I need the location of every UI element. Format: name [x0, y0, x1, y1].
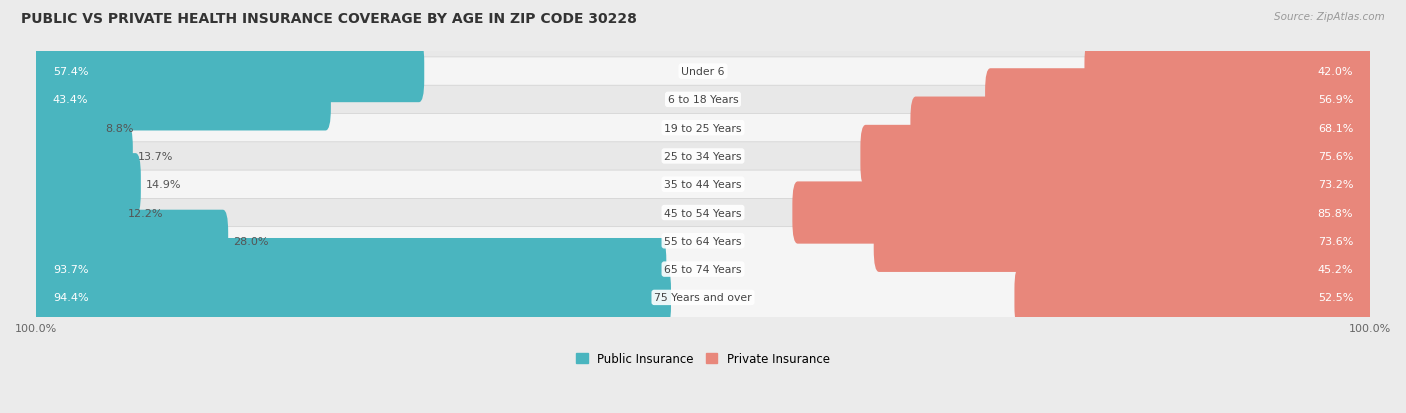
FancyBboxPatch shape [22, 30, 1384, 171]
FancyBboxPatch shape [793, 182, 1375, 244]
Text: 52.5%: 52.5% [1317, 293, 1353, 303]
FancyBboxPatch shape [22, 58, 1384, 199]
Text: 73.6%: 73.6% [1317, 236, 1353, 246]
Text: 35 to 44 Years: 35 to 44 Years [664, 180, 742, 190]
FancyBboxPatch shape [22, 227, 1384, 368]
Text: 14.9%: 14.9% [145, 180, 181, 190]
Text: 68.1%: 68.1% [1317, 123, 1353, 133]
FancyBboxPatch shape [22, 199, 1384, 340]
Text: 57.4%: 57.4% [53, 67, 89, 77]
Text: 25 to 34 Years: 25 to 34 Years [664, 152, 742, 161]
FancyBboxPatch shape [1084, 41, 1375, 103]
Text: 55 to 64 Years: 55 to 64 Years [664, 236, 742, 246]
FancyBboxPatch shape [31, 210, 228, 272]
Text: 56.9%: 56.9% [1317, 95, 1353, 105]
Text: 6 to 18 Years: 6 to 18 Years [668, 95, 738, 105]
Text: 75 Years and over: 75 Years and over [654, 293, 752, 303]
Text: Under 6: Under 6 [682, 67, 724, 77]
Legend: Public Insurance, Private Insurance: Public Insurance, Private Insurance [571, 347, 835, 370]
FancyBboxPatch shape [31, 267, 671, 329]
Text: 65 to 74 Years: 65 to 74 Years [664, 264, 742, 275]
FancyBboxPatch shape [22, 1, 1384, 142]
Text: 73.2%: 73.2% [1317, 180, 1353, 190]
Text: 28.0%: 28.0% [233, 236, 269, 246]
FancyBboxPatch shape [873, 210, 1375, 272]
FancyBboxPatch shape [1015, 267, 1375, 329]
Text: 93.7%: 93.7% [53, 264, 89, 275]
Text: 85.8%: 85.8% [1317, 208, 1353, 218]
FancyBboxPatch shape [986, 69, 1375, 131]
FancyBboxPatch shape [22, 142, 1384, 284]
FancyBboxPatch shape [31, 182, 122, 244]
Text: 45 to 54 Years: 45 to 54 Years [664, 208, 742, 218]
FancyBboxPatch shape [22, 86, 1384, 227]
Text: 8.8%: 8.8% [105, 123, 134, 133]
Text: PUBLIC VS PRIVATE HEALTH INSURANCE COVERAGE BY AGE IN ZIP CODE 30228: PUBLIC VS PRIVATE HEALTH INSURANCE COVER… [21, 12, 637, 26]
Text: Source: ZipAtlas.com: Source: ZipAtlas.com [1274, 12, 1385, 22]
Text: 12.2%: 12.2% [128, 208, 163, 218]
FancyBboxPatch shape [876, 154, 1375, 216]
Text: 42.0%: 42.0% [1317, 67, 1353, 77]
FancyBboxPatch shape [31, 154, 141, 216]
Text: 43.4%: 43.4% [53, 95, 89, 105]
FancyBboxPatch shape [22, 171, 1384, 312]
FancyBboxPatch shape [31, 126, 132, 188]
Text: 75.6%: 75.6% [1317, 152, 1353, 161]
Text: 19 to 25 Years: 19 to 25 Years [664, 123, 742, 133]
Text: 13.7%: 13.7% [138, 152, 173, 161]
FancyBboxPatch shape [1063, 238, 1375, 301]
FancyBboxPatch shape [31, 69, 330, 131]
FancyBboxPatch shape [31, 41, 425, 103]
FancyBboxPatch shape [31, 238, 666, 301]
FancyBboxPatch shape [860, 126, 1375, 188]
FancyBboxPatch shape [22, 114, 1384, 255]
Text: 45.2%: 45.2% [1317, 264, 1353, 275]
Text: 94.4%: 94.4% [53, 293, 89, 303]
FancyBboxPatch shape [31, 97, 100, 159]
FancyBboxPatch shape [911, 97, 1375, 159]
